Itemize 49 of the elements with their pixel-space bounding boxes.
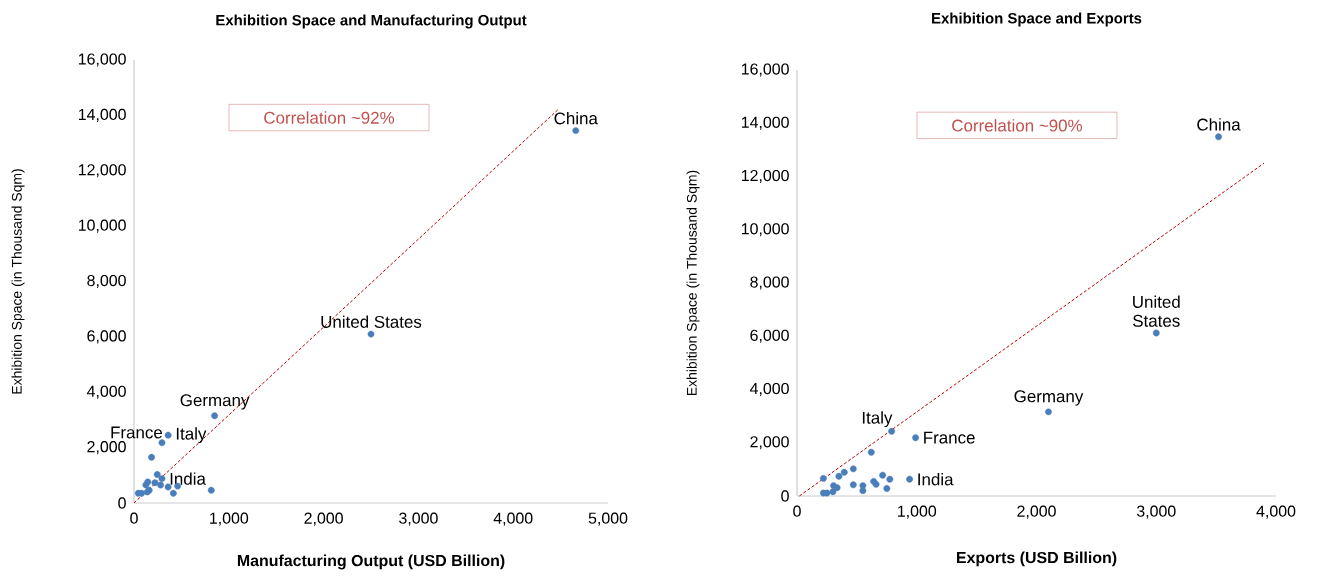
annotation: Italy [176,427,207,444]
y-tick-label: 8,000 [87,274,126,289]
x-tick-label: 0 [130,512,138,524]
y-tick-label: 2,000 [750,436,789,450]
x-tick-label: 4,000 [1256,505,1296,519]
x-tick-label: 3,000 [399,512,438,526]
annotation: Correlation ~90% [952,119,1082,132]
y-tick-label: 12,000 [78,164,126,178]
y-tick-label: 4,000 [86,385,126,399]
y-tick-label: 16,000 [78,53,126,67]
y-tick-label: 4,000 [749,382,789,397]
annotation: India [170,472,206,485]
y-tick-label: 12,000 [741,169,789,184]
y-tick-label: 0 [781,490,789,502]
annotation: Germany [180,394,250,410]
y-tick-label: 0 [118,497,126,509]
x-tick-label: 5,000 [588,512,628,526]
annotation: France [111,426,163,439]
annotation: Correlation ~92% [264,111,395,124]
x-axis-title: Manufacturing Output (USD Billion) [237,554,505,570]
annotation: Germany [1014,390,1084,406]
y-tick-label: 14,000 [78,108,126,122]
annotation: United States [321,315,422,328]
y-tick-label: 14,000 [741,116,789,130]
y-tick-label: 8,000 [750,276,789,290]
annotation: China [554,111,598,125]
x-tick-label: 3,000 [1136,505,1176,519]
y-tick-label: 2,000 [87,441,126,455]
annotation: China [1197,118,1241,131]
x-tick-label: 4,000 [493,512,533,526]
annotation: India [918,473,954,486]
y-tick-label: 6,000 [750,329,789,343]
x-tick-label: 2,000 [1017,505,1056,519]
y-axis-title: Exhibition Space (in Thousand Sqm) [11,169,25,394]
x-tick-label: 2,000 [304,512,343,526]
y-tick-label: 6,000 [87,330,126,344]
annotation: Italy [862,411,893,428]
chart-title: Exhibition Space and Manufacturing Output [216,14,527,29]
x-tick-label: 1,000 [210,512,249,526]
x-tick-label: 0 [793,505,801,517]
x-tick-label: 1,000 [898,505,937,519]
y-tick-label: 16,000 [741,63,789,77]
annotation: United States [1133,295,1180,327]
chart-title: Exhibition Space and Exports [932,12,1142,27]
x-axis-title: Exports (USD Billion) [956,551,1117,567]
annotation: France [924,431,975,444]
y-tick-label: 10,000 [741,223,789,237]
y-tick-label: 10,000 [78,219,126,233]
y-axis-title: Exhibition Space (in Thousand Sqm) [686,170,700,396]
